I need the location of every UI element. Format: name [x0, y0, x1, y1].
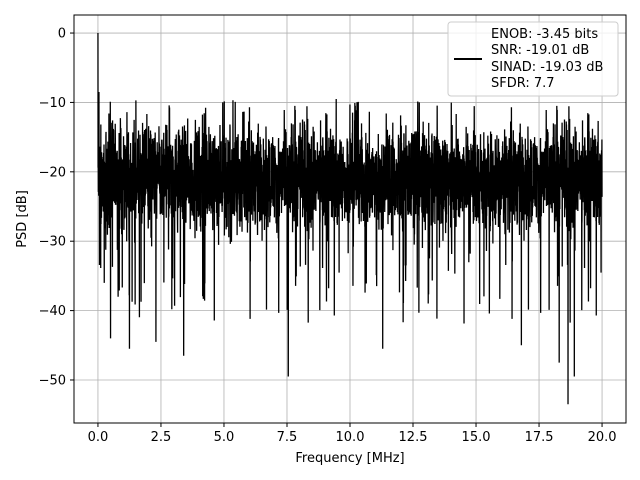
psd-series-line — [97, 33, 603, 405]
x-tick-label: 2.5 — [151, 430, 172, 445]
ticks: 0.0 2.5 5.0 7.5 10.0 12.5 15.0 17.5 20.0 0 −10 −20 −… — [39, 27, 617, 445]
legend-box — [447, 21, 619, 97]
legend-entry: SINAD: -19.03 dB — [491, 60, 603, 75]
y-axis-label: PSD [dB] — [15, 190, 30, 248]
x-tick-label: 15.0 — [462, 430, 491, 445]
y-tick-label: −30 — [39, 235, 66, 250]
y-tick-label: −10 — [39, 96, 66, 111]
x-tick-label: 7.5 — [277, 430, 298, 445]
x-tick-label: 10.0 — [336, 430, 365, 445]
x-axis-label: Frequency [MHz] — [295, 451, 404, 466]
legend: ENOB: -3.45 bits SNR: -19.01 dB SINAD: -… — [447, 21, 619, 97]
x-tick-label: 12.5 — [399, 430, 428, 445]
y-tick-label: −40 — [39, 304, 66, 319]
legend-entry: ENOB: -3.45 bits — [491, 27, 598, 42]
y-tick-label: −20 — [39, 165, 66, 180]
legend-entry: SFDR: 7.7 — [491, 76, 555, 91]
legend-entry: SNR: -19.01 dB — [491, 43, 589, 58]
y-tick-label: −50 — [39, 373, 66, 388]
x-tick-label: 5.0 — [214, 430, 235, 445]
y-tick-label: 0 — [58, 27, 66, 42]
x-tick-label: 0.0 — [88, 430, 109, 445]
x-tick-label: 20.0 — [588, 430, 617, 445]
series-layer — [97, 33, 603, 405]
x-tick-label: 17.5 — [525, 430, 554, 445]
